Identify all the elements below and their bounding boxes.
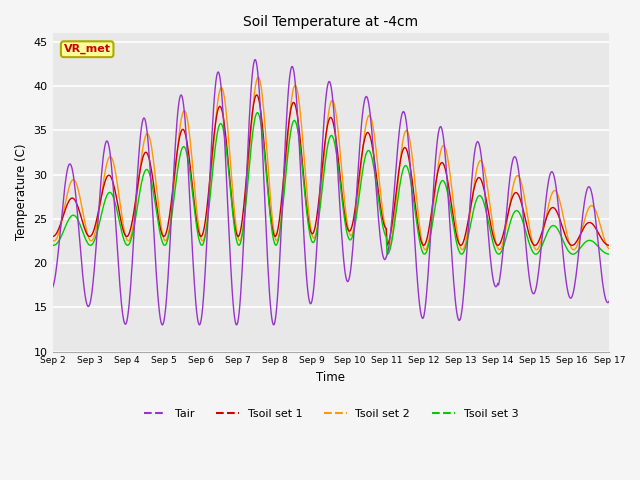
Text: VR_met: VR_met bbox=[63, 44, 111, 54]
Title: Soil Temperature at -4cm: Soil Temperature at -4cm bbox=[243, 15, 419, 29]
Y-axis label: Temperature (C): Temperature (C) bbox=[15, 144, 28, 240]
Legend: Tair, Tsoil set 1, Tsoil set 2, Tsoil set 3: Tair, Tsoil set 1, Tsoil set 2, Tsoil se… bbox=[139, 405, 523, 424]
X-axis label: Time: Time bbox=[316, 371, 346, 384]
